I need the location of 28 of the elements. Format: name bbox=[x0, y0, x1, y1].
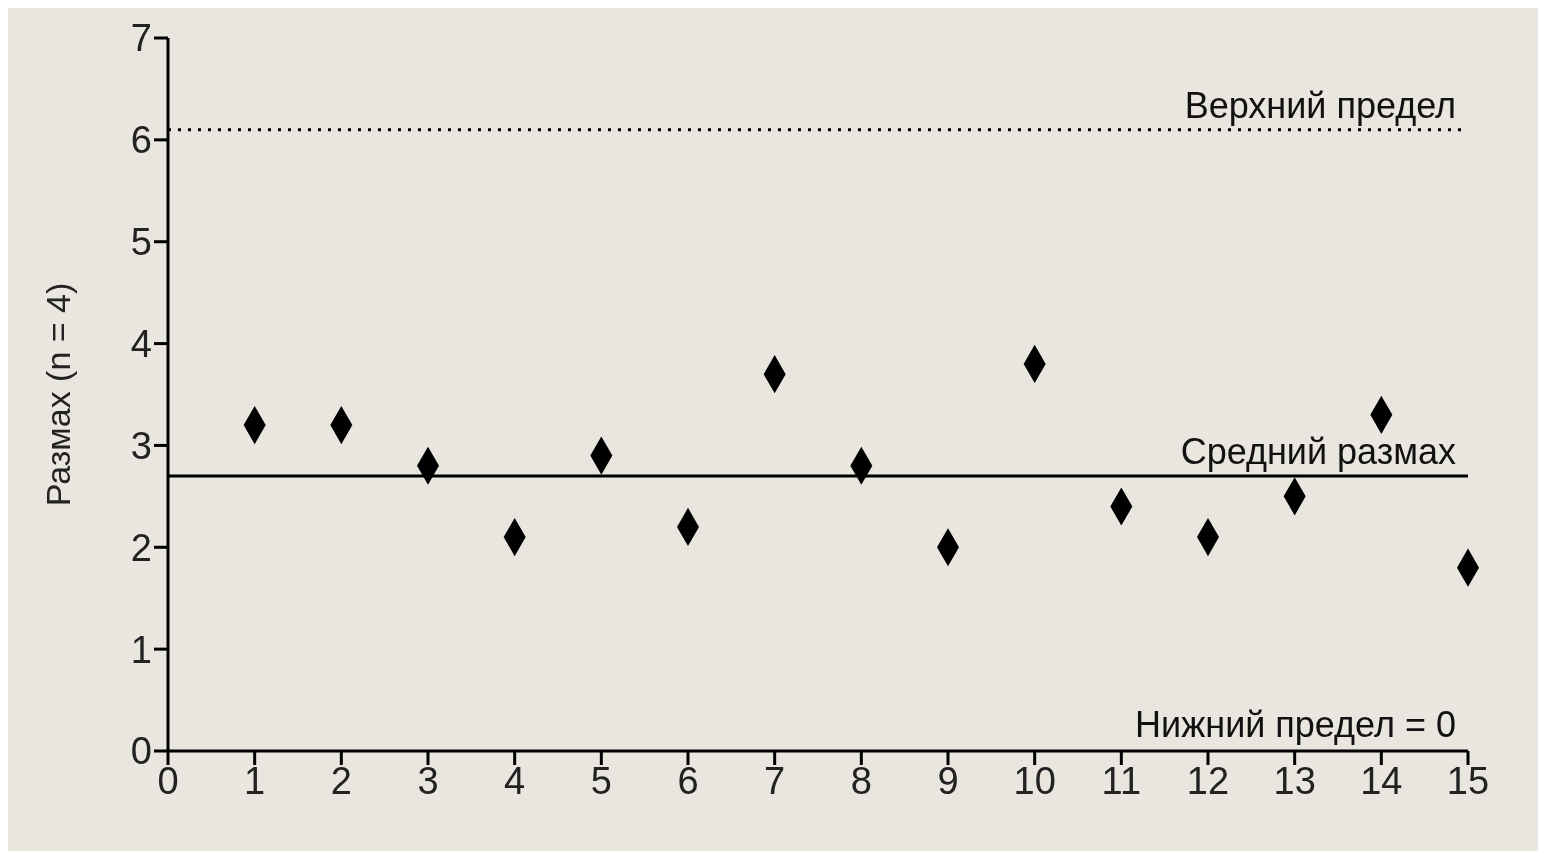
x-tick-label: 9 bbox=[937, 759, 959, 802]
y-tick-label: 2 bbox=[130, 526, 152, 569]
y-tick-label: 7 bbox=[130, 17, 152, 60]
x-tick-label: 14 bbox=[1360, 759, 1403, 802]
x-tick-label: 2 bbox=[330, 759, 352, 802]
y-tick-label: 4 bbox=[130, 323, 152, 366]
x-tick-label: 13 bbox=[1273, 759, 1316, 802]
ref-line-label: Средний размах bbox=[1180, 430, 1456, 472]
y-tick-label: 5 bbox=[130, 221, 152, 264]
x-tick-label: 1 bbox=[244, 759, 266, 802]
y-tick-label: 1 bbox=[130, 628, 152, 671]
y-tick-label: 3 bbox=[130, 424, 152, 467]
ref-line-label: Верхний предел bbox=[1184, 84, 1456, 126]
x-tick-label: 11 bbox=[1101, 759, 1142, 802]
x-tick-label: 15 bbox=[1446, 759, 1490, 802]
x-tick-label: 12 bbox=[1186, 759, 1230, 802]
x-tick-label: 8 bbox=[850, 759, 872, 802]
x-tick-label: 3 bbox=[417, 759, 439, 802]
x-tick-label: 10 bbox=[1013, 759, 1056, 802]
annotation: Нижний предел = 0 bbox=[1135, 704, 1456, 745]
x-tick-label: 0 bbox=[157, 759, 179, 802]
y-tick-label: 0 bbox=[130, 730, 152, 773]
x-tick-label: 5 bbox=[590, 759, 612, 802]
y-axis-title: Размах (n = 4) bbox=[39, 282, 78, 507]
y-tick-label: 6 bbox=[130, 119, 152, 162]
x-tick-label: 6 bbox=[677, 759, 699, 802]
x-tick-label: 7 bbox=[764, 759, 786, 802]
x-tick-label: 4 bbox=[504, 759, 526, 802]
